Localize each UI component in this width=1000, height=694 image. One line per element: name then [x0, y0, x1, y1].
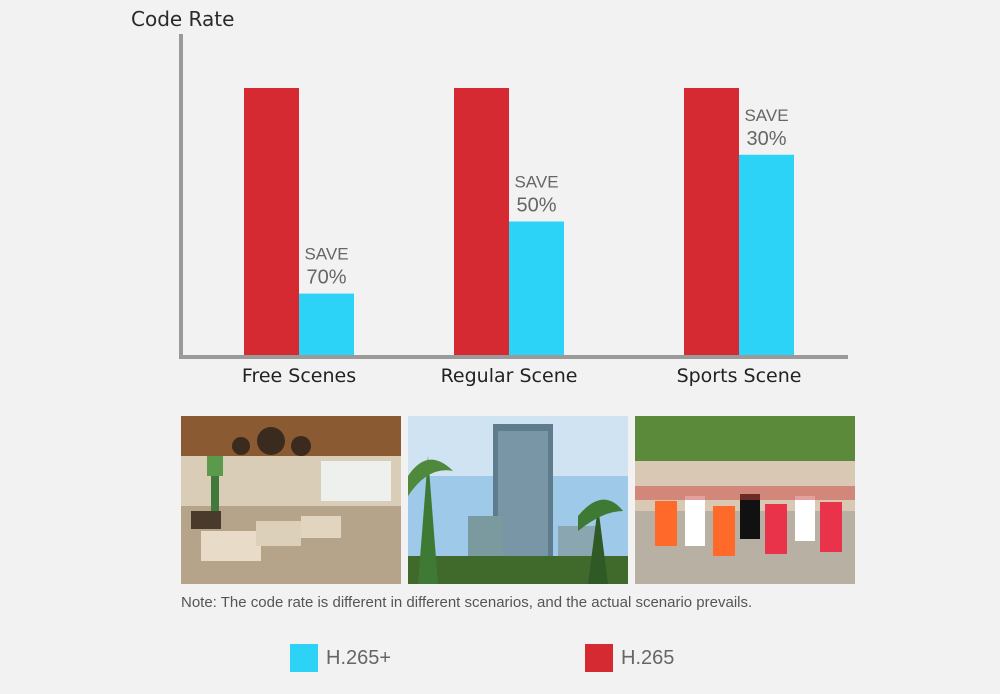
save-percent-regular-scene: 50% [516, 195, 556, 217]
bar-chart: SAVE 70% Free Scenes SAVE 50% Regular Scene SA… [179, 34, 848, 387]
chart-labels: SAVE 70% Free Scenes SAVE 50% Regular Scene SA… [242, 106, 802, 387]
bar-h265-sports-scene [684, 88, 739, 355]
legend-item-h265: H.265 [585, 644, 674, 672]
y-axis-label: Code Rate [131, 7, 235, 31]
x-tick-label-free-scenes: Free Scenes [242, 365, 356, 387]
save-percent-free-scenes: 70% [306, 267, 346, 289]
save-label-sports-scene: SAVE [744, 106, 788, 125]
chart-axes [179, 34, 848, 359]
bar-h265plus-free-scenes [299, 293, 354, 355]
legend-item-h265plus: H.265+ [290, 644, 391, 672]
save-percent-sports-scene: 30% [746, 128, 786, 150]
footnote: Note: The code rate is different in diff… [181, 594, 753, 611]
bar-h265-regular-scene [454, 88, 509, 355]
save-label-free-scenes: SAVE [304, 245, 348, 264]
marathon-runners-photo [635, 416, 855, 584]
bar-h265plus-regular-scene [509, 221, 564, 355]
hotel-lobby-photo [181, 416, 401, 584]
legend-swatch-h265 [585, 644, 613, 672]
chart-bars [244, 88, 794, 355]
legend-swatch-h265plus [290, 644, 318, 672]
office-tower-photo [408, 416, 628, 584]
legend-label-h265plus: H.265+ [326, 646, 392, 669]
x-tick-label-sports-scene: Sports Scene [677, 365, 802, 387]
legend-label-h265: H.265 [621, 646, 675, 669]
x-tick-label-regular-scene: Regular Scene [441, 365, 578, 387]
save-label-regular-scene: SAVE [514, 173, 558, 192]
bar-h265plus-sports-scene [739, 154, 794, 355]
bar-h265-free-scenes [244, 88, 299, 355]
